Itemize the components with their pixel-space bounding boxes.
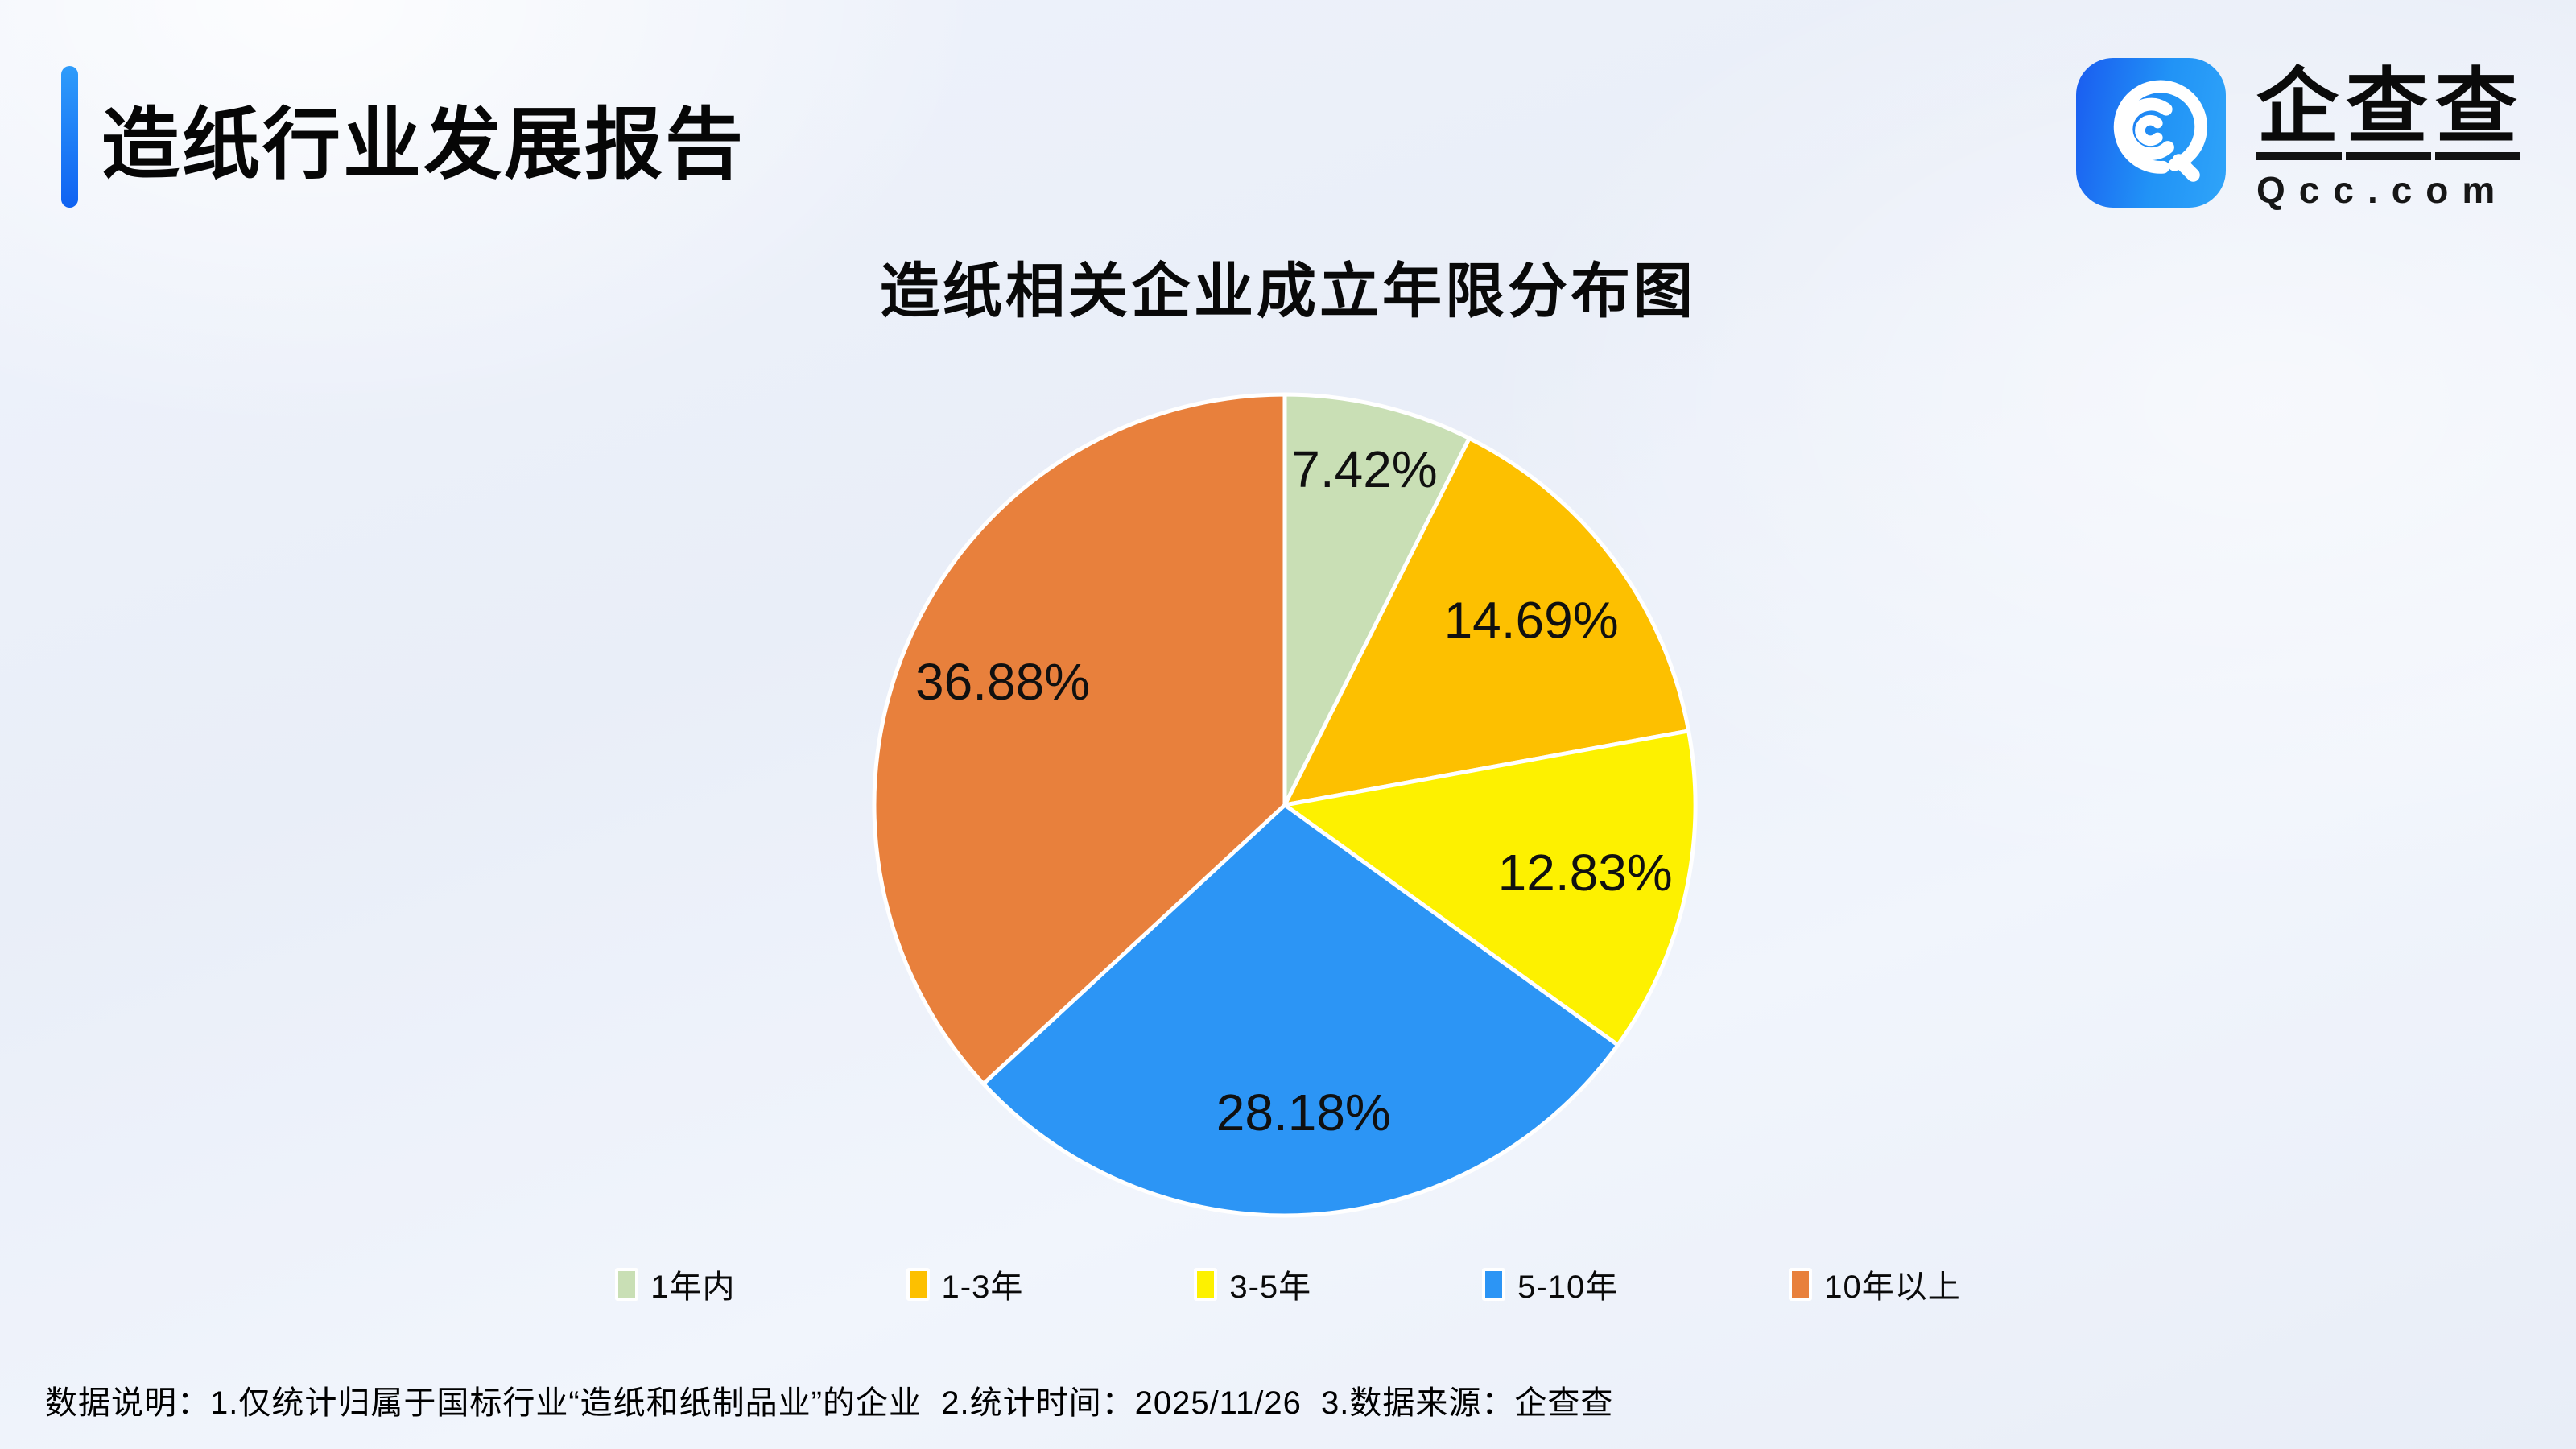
pie-chart: 7.42% 14.69% 12.83% 28.18% 36.88% bbox=[834, 354, 1736, 1256]
brand-char: 企 bbox=[2256, 66, 2342, 160]
qcc-brand-name: 企查查 bbox=[2256, 66, 2524, 160]
qcc-domain-text: Qcc.com bbox=[2256, 169, 2509, 211]
legend-swatch-icon bbox=[615, 1267, 639, 1301]
chart-title: 造纸相关企业成立年限分布图 bbox=[880, 258, 1696, 324]
qcc-magnifier-icon bbox=[2076, 58, 2226, 208]
legend-swatch-icon bbox=[1482, 1267, 1506, 1301]
legend-swatch-icon bbox=[1194, 1267, 1218, 1301]
pie-label-10年以上: 36.88% bbox=[915, 653, 1090, 711]
pie-label-3-5年: 12.83% bbox=[1498, 844, 1673, 902]
legend-swatch-icon bbox=[1789, 1267, 1813, 1301]
pie-label-5-10年: 28.18% bbox=[1216, 1084, 1391, 1141]
pie-slice-5-10年 bbox=[981, 803, 1620, 1218]
qcc-wordmark: 企查查 Qcc.com bbox=[2256, 58, 2524, 212]
pie-slice-1年内 bbox=[1282, 392, 1472, 807]
legend-item-3-5年: 3-5年 bbox=[1194, 1261, 1311, 1307]
legend-item-10年以上: 10年以上 bbox=[1789, 1261, 1961, 1307]
pie-chart-svg: 7.42% 14.69% 12.83% 28.18% 36.88% bbox=[872, 392, 1698, 1218]
legend-label: 10年以上 bbox=[1824, 1269, 1961, 1305]
qcc-logo: 企查查 Qcc.com bbox=[2076, 58, 2524, 212]
legend-swatch-icon bbox=[906, 1267, 930, 1301]
legend-item-1年内: 1年内 bbox=[615, 1261, 735, 1307]
pie-label-1-3年: 14.69% bbox=[1444, 592, 1619, 650]
pie-label-1年内: 7.42% bbox=[1291, 440, 1437, 498]
title-accent-bar bbox=[61, 66, 78, 208]
brand-char: 查 bbox=[2346, 66, 2431, 160]
pie-slice-10年以上 bbox=[872, 392, 1287, 1086]
legend-item-5-10年: 5-10年 bbox=[1482, 1261, 1618, 1307]
legend-label: 1-3年 bbox=[941, 1269, 1024, 1305]
chart-legend: 1年内 1-3年 3-5年 5-10年 10年以上 bbox=[0, 1261, 2576, 1307]
pie-slice-1-3年 bbox=[1282, 436, 1691, 807]
legend-label: 1年内 bbox=[650, 1269, 736, 1305]
brand-char: 查 bbox=[2435, 66, 2520, 160]
page-title: 造纸行业发展报告 bbox=[101, 100, 745, 188]
legend-label: 5-10年 bbox=[1517, 1269, 1619, 1305]
legend-item-1-3年: 1-3年 bbox=[906, 1261, 1024, 1307]
pie-slice-3-5年 bbox=[1282, 729, 1698, 1047]
legend-label: 3-5年 bbox=[1229, 1269, 1312, 1305]
data-disclaimer: 数据说明：1.仅统计归属于国标行业“造纸和纸制品业”的企业 2.统计时间：202… bbox=[45, 1385, 1614, 1421]
